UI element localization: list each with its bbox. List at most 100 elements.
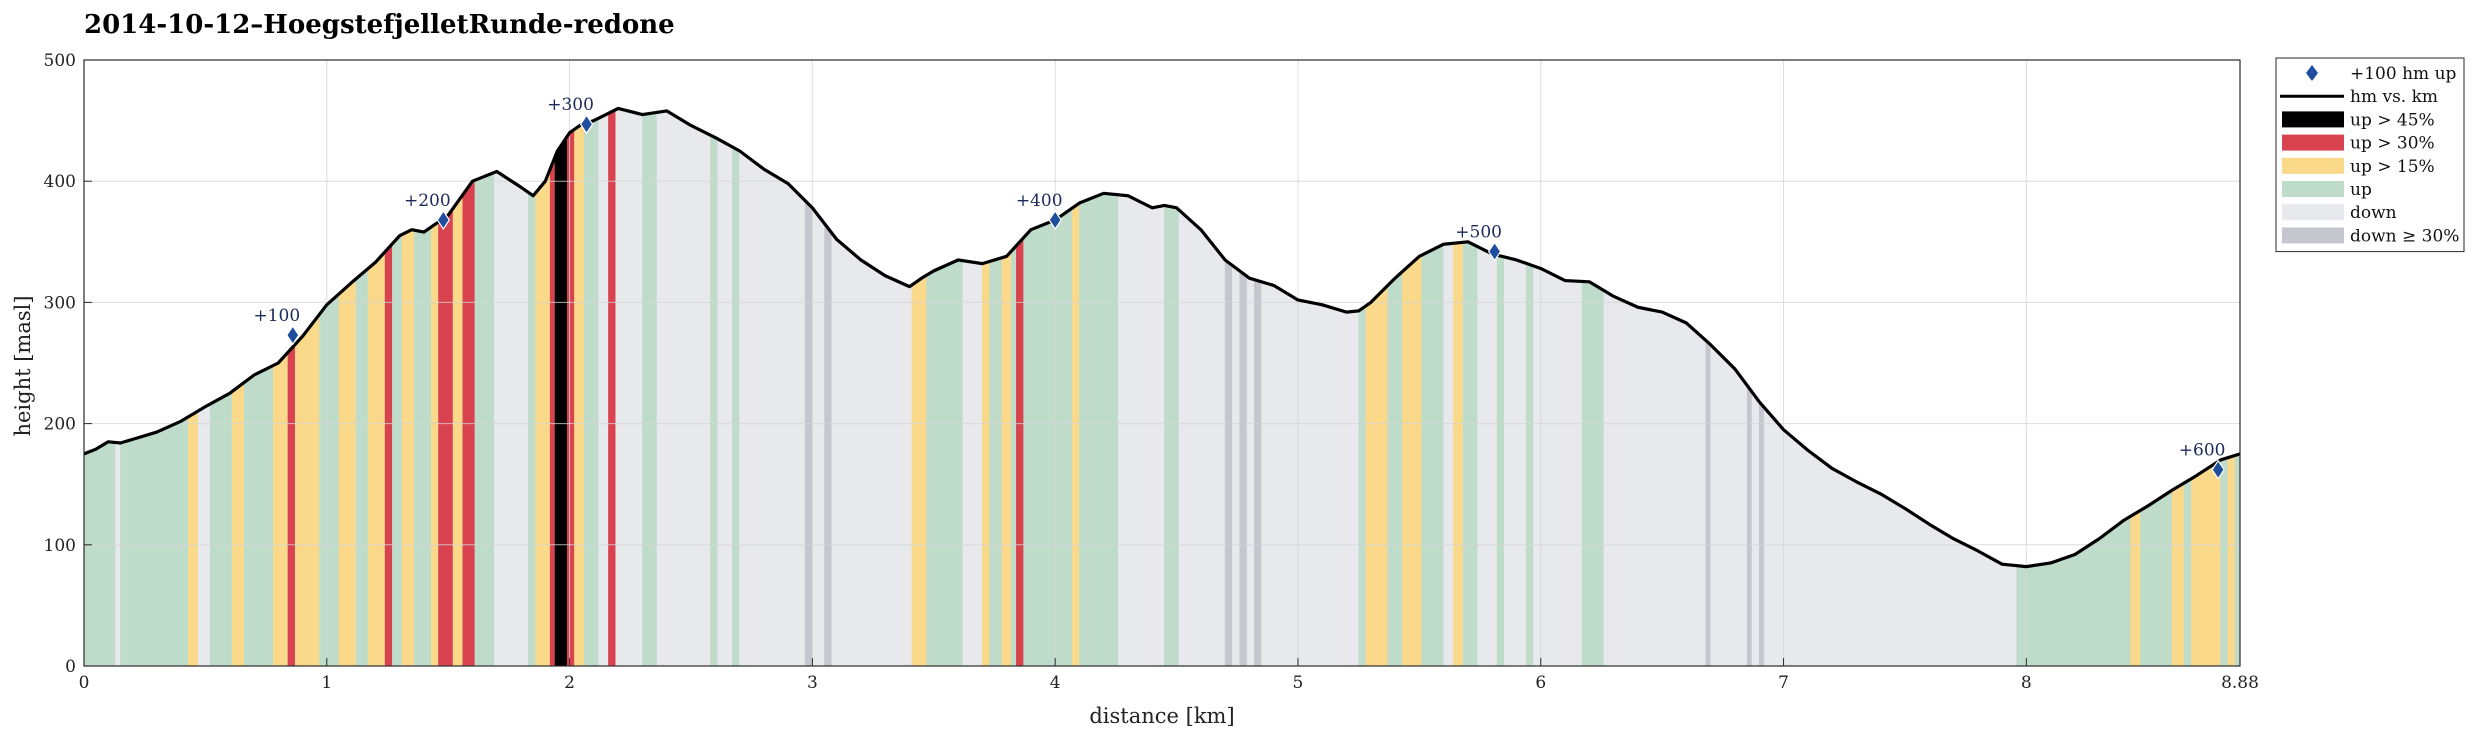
legend-swatch-up <box>2282 181 2344 197</box>
gradient-band-up15 <box>1453 242 1464 667</box>
gradient-band-up <box>732 146 740 667</box>
gradient-band-down <box>812 207 825 667</box>
gradient-band-up <box>1581 281 1605 667</box>
gradient-band-down30 <box>1224 259 1233 667</box>
x-tick-label: 7 <box>1778 673 1789 693</box>
elevation-marker <box>1487 241 1502 262</box>
gradient-band-up15 <box>367 251 386 667</box>
gradient-band-up15 <box>401 229 415 667</box>
gradient-band-up15 <box>535 168 551 667</box>
gradient-band-up <box>2016 515 2131 667</box>
gradient-band-up15 <box>2191 459 2221 667</box>
legend: +100 hm up hm vs. km up > 45% up > 30% up > … <box>2275 57 2465 253</box>
legend-box <box>2275 57 2465 253</box>
gradient-band-down <box>1477 246 1498 667</box>
legend-label: up <box>2350 180 2372 200</box>
x-tick-label: 6 <box>1535 673 1546 693</box>
gradient-band-down30 <box>804 199 813 667</box>
y-axis-label: height [masl] <box>11 295 35 436</box>
legend-swatch-up30 <box>2282 134 2344 151</box>
legend-label: up > 45% <box>2350 110 2435 130</box>
gradient-band-down <box>197 403 211 667</box>
x-tick-label: 4 <box>1050 673 1061 693</box>
gradient-band-up <box>1421 243 1444 667</box>
gradient-band-up15 <box>1071 202 1080 667</box>
gradient-band-up <box>1011 245 1017 667</box>
gradient-band-up15 <box>188 410 199 667</box>
gradient-band-up15 <box>231 381 245 667</box>
gradient-band-up15 <box>2130 509 2141 667</box>
gradient-band-up <box>583 117 599 667</box>
gradient-band-up <box>1358 305 1367 667</box>
gradient-band-down <box>1603 290 1707 667</box>
gradient-band-down30 <box>1759 401 1765 667</box>
gradient-band-up15 <box>2171 482 2185 667</box>
gradient-band-up <box>1079 193 1119 667</box>
gradient-band-up <box>474 172 495 667</box>
legend-label: down <box>2350 203 2397 223</box>
gradient-band-down30 <box>1254 279 1262 667</box>
gradient-band-down <box>115 442 121 667</box>
elevation-marker-label: +500 <box>1455 222 1502 242</box>
gradient-band-up <box>120 416 189 667</box>
gradient-band-down <box>1246 275 1255 667</box>
gradient-band-up <box>1023 207 1073 667</box>
elevation-marker <box>579 114 594 135</box>
legend-label: +100 hm up <box>2350 64 2457 84</box>
gradient-band-down <box>598 112 609 667</box>
gradient-band-up30 <box>438 207 454 667</box>
gradient-band-up15 <box>982 261 990 667</box>
gradient-band-up <box>2234 453 2241 667</box>
gradient-band-up <box>1525 263 1534 667</box>
elevation-marker <box>286 325 300 346</box>
x-tick-label: 5 <box>1293 673 1304 693</box>
legend-swatch-down <box>2282 204 2344 221</box>
gradient-band-up <box>1387 271 1403 667</box>
legend-swatch-up15 <box>2282 157 2344 174</box>
gradient-band-up <box>2183 478 2192 667</box>
gradient-band-up <box>1164 205 1180 667</box>
gradient-band-down <box>831 232 913 667</box>
gradient-band-up <box>2140 489 2173 667</box>
x-tick-label: 1 <box>321 673 332 693</box>
gradient-band-up <box>83 441 116 667</box>
gradient-band-up <box>989 257 1003 667</box>
gradient-band-up <box>413 226 432 667</box>
gradient-band-up15 <box>273 351 289 667</box>
elevation-marker <box>436 209 451 231</box>
gradient-band-up15 <box>452 193 464 667</box>
legend-marker-symbol <box>2306 65 2318 81</box>
gradient-band-up30 <box>287 343 296 667</box>
y-tick-label: 200 <box>44 415 76 435</box>
y-tick-label: 100 <box>44 536 76 556</box>
plot-frame <box>83 59 2241 667</box>
gradient-band-up15 <box>338 278 357 667</box>
gradient-band-down30 <box>1705 339 1711 667</box>
x-tick-label: 2 <box>564 673 575 693</box>
gradient-band-up15 <box>430 221 439 667</box>
gradient-band-up15 <box>1001 250 1012 667</box>
gradient-band-up15 <box>294 313 320 667</box>
elevation-profile <box>83 106 2241 569</box>
elevation-markers: +100 +200 +300 +400 +500 +600 <box>253 95 2226 480</box>
x-tick-label: 8.88 <box>2221 673 2259 693</box>
gradient-band-down <box>656 110 711 667</box>
elevation-marker <box>1048 209 1062 231</box>
gradient-band-up <box>2220 457 2229 667</box>
chart-title: 2014-10-12–HoegstefjelletRunde-redone <box>84 10 675 40</box>
legend-label: hm vs. km <box>2350 87 2438 107</box>
gradient-band-up <box>1496 254 1505 667</box>
gradient-band-up30 <box>549 156 556 667</box>
legend-swatch-up45 <box>2282 111 2344 128</box>
y-tick-label: 500 <box>44 51 76 71</box>
gradient-band-down <box>717 138 733 667</box>
gradient-band-up30 <box>566 128 575 667</box>
elevation-marker <box>2211 459 2225 480</box>
x-tick-label: 0 <box>79 673 90 693</box>
gradient-band-up <box>642 112 658 667</box>
elevation-marker-label: +200 <box>404 191 451 211</box>
elevation-marker-label: +300 <box>547 95 594 115</box>
legend-label: up > 30% <box>2350 134 2435 154</box>
y-tick-label: 300 <box>44 293 76 313</box>
